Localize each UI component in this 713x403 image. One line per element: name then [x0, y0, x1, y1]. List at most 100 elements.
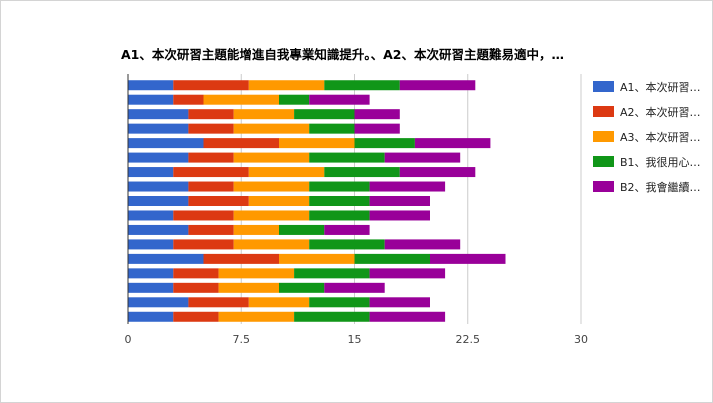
bar-segment — [128, 138, 204, 149]
bar-segment — [128, 253, 204, 264]
bar-segment — [233, 152, 310, 163]
bar-segment — [354, 123, 400, 134]
bar-segment — [128, 239, 174, 250]
legend-swatch — [593, 156, 614, 167]
bar-segment — [294, 268, 370, 279]
bar-segment — [399, 167, 476, 178]
bar-segment — [324, 80, 400, 91]
legend-label: B2、我會繼續… — [620, 180, 701, 194]
bar-segment — [309, 297, 370, 308]
bar-segment — [248, 167, 325, 178]
bar-segment — [173, 268, 219, 279]
bar-segment — [430, 253, 506, 264]
bar-segment — [248, 196, 310, 206]
bar-segment — [233, 123, 310, 134]
bar-segment — [369, 196, 430, 206]
bar-segment — [279, 282, 325, 293]
bar-segment — [248, 297, 310, 308]
bar-segment — [233, 210, 310, 221]
bar-segment — [369, 181, 446, 192]
legend-item: B1、我很用心… — [593, 149, 701, 174]
legend-item: B2、我會繼續… — [593, 174, 701, 199]
legend-item: A1、本次研習… — [593, 74, 701, 99]
bar-segment — [203, 138, 279, 149]
bar-segment — [248, 80, 325, 91]
bar-segment — [188, 181, 234, 192]
bar-segment — [354, 253, 430, 264]
legend-label: B1、我很用心… — [620, 155, 701, 169]
bar-segment — [233, 224, 279, 235]
bar-segment — [309, 152, 385, 163]
bar-segment — [354, 138, 415, 149]
bar-segment — [173, 80, 249, 91]
bar-segment — [188, 152, 234, 163]
bar-segment — [128, 94, 174, 105]
bar-segment — [294, 109, 355, 120]
x-tick-label: 30 — [574, 333, 588, 346]
bar-segment — [369, 311, 446, 322]
bar-segment — [173, 210, 234, 221]
bar-segment — [128, 152, 189, 163]
bar-segment — [309, 94, 370, 105]
legend-label: A1、本次研習… — [620, 80, 701, 94]
bar-segment — [203, 94, 279, 105]
x-tick-label: 22.5 — [456, 333, 481, 346]
x-tick-label: 15 — [348, 333, 362, 346]
bar-segment — [173, 94, 204, 105]
x-tick-label: 7.5 — [233, 333, 251, 346]
chart-legend: A1、本次研習… A2、本次研習… A3、本次研習… B1、我很用心… B2、我會繼續… — [593, 74, 701, 199]
bar-segment — [384, 239, 461, 250]
bar-segment — [309, 181, 370, 192]
bar-segment — [233, 181, 310, 192]
bar-segment — [414, 138, 491, 149]
bar-segment — [233, 109, 295, 120]
bar-segment — [324, 167, 400, 178]
bar-segment — [233, 239, 310, 250]
bar-segment — [324, 224, 370, 235]
bar-segment — [128, 109, 189, 120]
bar-segment — [128, 224, 189, 235]
bar-segment — [173, 282, 219, 293]
bar-segment — [369, 297, 430, 308]
bar-segment — [188, 224, 234, 235]
bar-segment — [188, 123, 234, 134]
bar-segment — [128, 80, 174, 91]
bar-segment — [218, 268, 295, 279]
bar-segment — [173, 311, 219, 322]
bar-segment — [128, 268, 174, 279]
bar-segment — [309, 239, 385, 250]
bar-segment — [369, 268, 446, 279]
bar-segment — [128, 196, 189, 206]
bar-segment — [188, 109, 234, 120]
bar-segment — [188, 297, 249, 308]
bar-segment — [128, 167, 174, 178]
legend-item: A3、本次研習… — [593, 124, 701, 149]
bar-segment — [128, 181, 189, 192]
x-tick-label: 0 — [125, 333, 132, 346]
bar-segment — [218, 282, 279, 293]
bar-segment — [279, 224, 325, 235]
bar-segment — [279, 94, 310, 105]
bar-segment — [128, 210, 174, 221]
bar-segment — [128, 282, 174, 293]
bar-segment — [309, 123, 355, 134]
bar-segment — [173, 167, 249, 178]
legend-swatch — [593, 181, 614, 192]
bar-segment — [309, 196, 370, 206]
bar-segment — [369, 210, 430, 221]
bar-segment — [279, 253, 355, 264]
bar-segment — [279, 138, 355, 149]
bar-segment — [324, 282, 385, 293]
bar-segment — [203, 253, 279, 264]
bar-segment — [384, 152, 461, 163]
bar-segment — [309, 210, 370, 221]
bar-segment — [128, 311, 174, 322]
bar-segment — [399, 80, 476, 91]
bar-segment — [294, 311, 370, 322]
bar-segment — [128, 297, 189, 308]
legend-label: A2、本次研習… — [620, 105, 701, 119]
legend-item: A2、本次研習… — [593, 99, 701, 124]
chart-title: A1、本次研習主題能增進自我專業知識提升。、A2、本次研習主題難易適中，… — [121, 47, 564, 62]
